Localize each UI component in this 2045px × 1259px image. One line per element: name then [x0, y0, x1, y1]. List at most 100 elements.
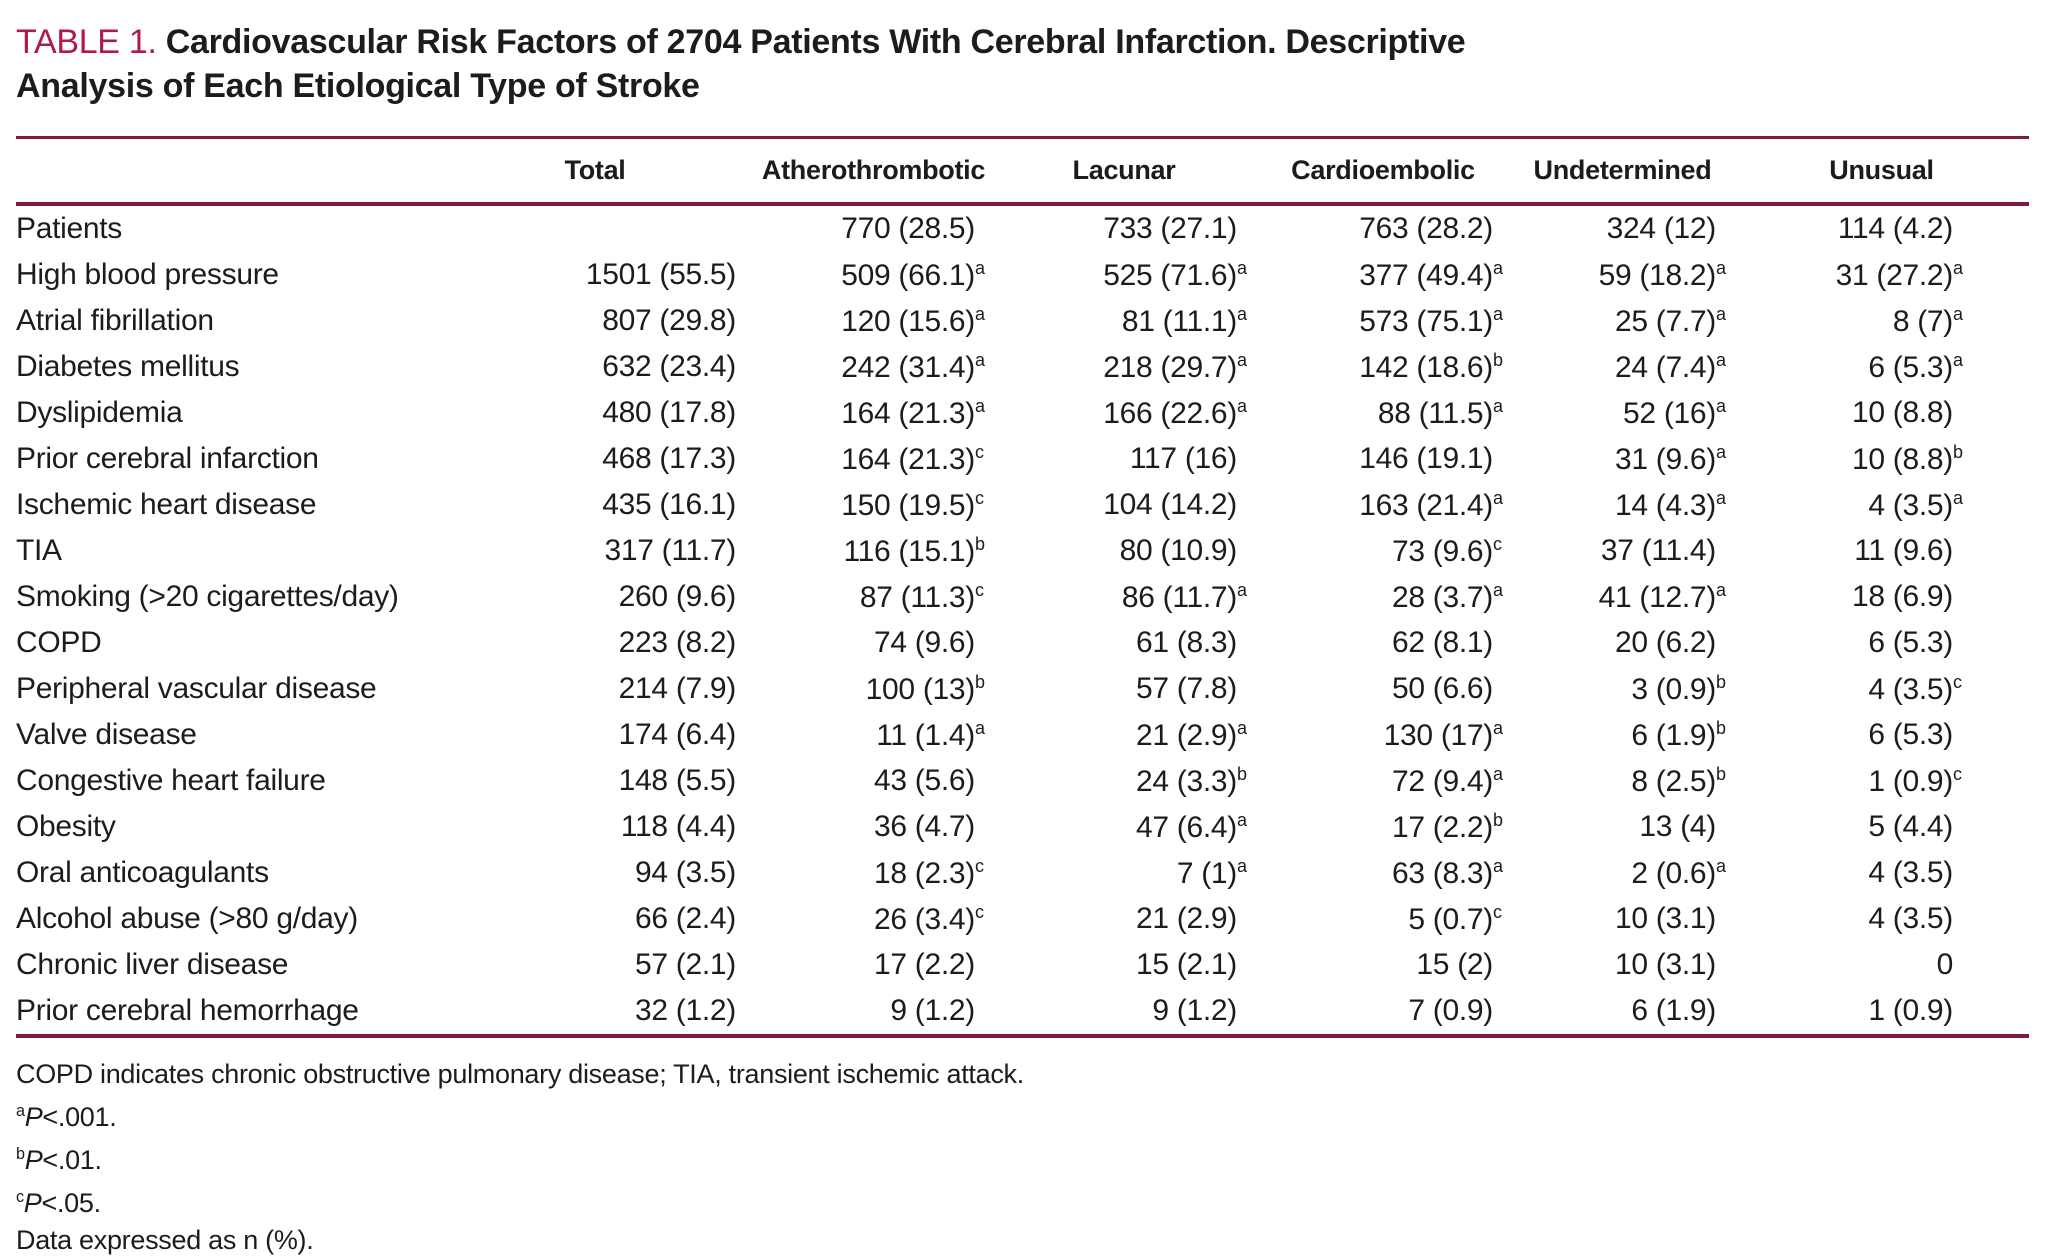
header-atherothrombotic: Atherothrombotic	[754, 137, 993, 206]
data-cell: 116 (15.1)b	[754, 528, 993, 574]
cell-value: 1501 (55.5)	[585, 258, 736, 291]
cell-value: 4 (3.5)	[1868, 902, 1953, 935]
cell-value: 632 (23.4)	[602, 350, 736, 383]
cell-value: 117 (16)	[1129, 442, 1237, 475]
cell-significance-superscript: b	[1493, 809, 1504, 830]
cell-value: 146 (19.1)	[1359, 442, 1493, 475]
cell-value: 52 (16)	[1623, 396, 1716, 430]
cell-significance-superscript: b	[1716, 671, 1727, 692]
data-cell: 50 (6.6)	[1255, 666, 1511, 712]
cell-significance-superscript: a	[1716, 349, 1727, 370]
cell-significance-superscript: a	[1493, 579, 1504, 600]
cell-value: 6 (1.9)	[1631, 718, 1716, 752]
row-label: Diabetes mellitus	[16, 350, 240, 383]
data-cell: 81 (11.1)a	[993, 298, 1255, 344]
table-number-label: TABLE 1.	[16, 23, 157, 61]
table-header: Total Atherothrombotic Lacunar Cardioemb…	[16, 137, 2029, 206]
cell-significance-superscript: a	[1716, 441, 1727, 462]
cell-significance-superscript: b	[1716, 763, 1727, 784]
footnote-abbreviations: COPD indicates chronic obstructive pulmo…	[16, 1059, 1024, 1089]
cell-value: 24 (7.4)	[1615, 350, 1716, 384]
cell-value: 31 (27.2)	[1835, 258, 1954, 292]
cell-value: 166 (22.6)	[1103, 396, 1237, 430]
footnote-p-001: aP<.001.	[16, 1093, 2029, 1136]
table-row: Oral anticoagulants 94 (3.5) 18 (2.3)c 7 (1…	[16, 850, 2029, 896]
data-cell: 4 (3.5)	[1734, 896, 2029, 942]
table-row: Obesity 118 (4.4) 36 (4.7) 47 (6.4)a 17 (2.2…	[16, 804, 2029, 850]
cell-value: 5 (4.4)	[1868, 810, 1953, 843]
data-cell: 148 (5.5)	[436, 758, 754, 804]
data-cell	[436, 204, 754, 252]
data-cell: 146 (19.1)	[1255, 436, 1511, 482]
cell-value: 118 (4.4)	[620, 810, 736, 843]
data-cell: 80 (10.9)	[993, 528, 1255, 574]
data-cell: 377 (49.4)a	[1255, 252, 1511, 298]
data-cell: 480 (17.8)	[436, 390, 754, 436]
cell-value: 17 (2.2)	[874, 948, 975, 981]
cell-significance-superscript: b	[975, 533, 986, 554]
data-cell: 166 (22.6)a	[993, 390, 1255, 436]
header-lacunar: Lacunar	[993, 137, 1255, 206]
row-label: High blood pressure	[16, 258, 279, 291]
cell-value: 214 (7.9)	[618, 672, 737, 705]
cell-value: 25 (7.7)	[1615, 304, 1716, 338]
footnote-p-symbol: P	[24, 1102, 43, 1132]
cell-value: 260 (9.6)	[618, 580, 737, 613]
cell-value: 43 (5.6)	[874, 764, 975, 797]
cell-value: 8 (7)	[1892, 304, 1953, 338]
table-row: Dyslipidemia 480 (17.8) 164 (21.3)a 166 (22…	[16, 390, 2029, 436]
data-cell: 52 (16)a	[1511, 390, 1734, 436]
data-cell: 242 (31.4)a	[754, 344, 993, 390]
row-label: Alcohol abuse (>80 g/day)	[16, 902, 358, 935]
data-cell: 28 (3.7)a	[1255, 574, 1511, 620]
cell-value: 36 (4.7)	[874, 810, 975, 843]
cell-value: 509 (66.1)	[841, 258, 975, 292]
data-cell: 10 (8.8)b	[1734, 436, 2029, 482]
cell-value: 81 (11.1)	[1121, 304, 1237, 338]
cell-significance-superscript: a	[975, 303, 986, 324]
cell-value: 72 (9.4)	[1392, 764, 1493, 798]
cell-value: 80 (10.9)	[1119, 534, 1238, 567]
cell-value: 17 (2.2)	[1392, 810, 1493, 844]
cell-value: 142 (18.6)	[1359, 350, 1493, 384]
cell-value: 104 (14.2)	[1103, 488, 1237, 521]
data-cell: 26 (3.4)c	[754, 896, 993, 942]
data-cell: 8 (7)a	[1734, 298, 2029, 344]
cell-significance-superscript: a	[975, 717, 986, 738]
cell-significance-superscript: a	[1716, 855, 1727, 876]
cell-value: 114 (4.2)	[1837, 212, 1953, 245]
data-cell: 36 (4.7)	[754, 804, 993, 850]
cell-significance-superscript: a	[1237, 395, 1248, 416]
data-cell: 11 (1.4)a	[754, 712, 993, 758]
table-title-text: Cardiovascular Risk Factors of 2704 Pati…	[16, 23, 1466, 105]
cell-value: 2 (0.6)	[1631, 856, 1716, 890]
cell-significance-superscript: c	[1953, 671, 1962, 692]
row-label: Peripheral vascular disease	[16, 672, 377, 705]
row-label: Obesity	[16, 810, 116, 843]
cell-value: 3 (0.9)	[1631, 672, 1716, 706]
data-cell: 15 (2)	[1255, 942, 1511, 988]
row-label: Ischemic heart disease	[16, 488, 317, 521]
table-title: TABLE 1. Cardiovascular Risk Factors of …	[16, 20, 1546, 108]
cell-value: 47 (6.4)	[1136, 810, 1237, 844]
table-row: Prior cerebral infarction 468 (17.3) 164 (…	[16, 436, 2029, 482]
cell-significance-superscript: a	[1953, 487, 1964, 508]
data-cell: 94 (3.5)	[436, 850, 754, 896]
footnotes: COPD indicates chronic obstructive pulmo…	[16, 1056, 2029, 1259]
cell-value: 770 (28.5)	[841, 212, 975, 245]
cell-value: 62 (8.1)	[1392, 626, 1493, 659]
footnote-p-value: <.05.	[41, 1188, 102, 1218]
cell-value: 480 (17.8)	[602, 396, 736, 429]
data-cell: 142 (18.6)b	[1255, 344, 1511, 390]
data-cell: 733 (27.1)	[993, 204, 1255, 252]
cell-value: 807 (29.8)	[602, 304, 736, 337]
data-cell: 11 (9.6)	[1734, 528, 2029, 574]
cell-value: 57 (7.8)	[1136, 672, 1237, 705]
cell-value: 26 (3.4)	[874, 902, 975, 936]
row-label: Dyslipidemia	[16, 396, 183, 429]
data-cell: 18 (6.9)	[1734, 574, 2029, 620]
data-cell: 5 (0.7)c	[1255, 896, 1511, 942]
cell-value: 74 (9.6)	[874, 626, 975, 659]
cell-significance-superscript: a	[1953, 257, 1964, 278]
data-cell: 435 (16.1)	[436, 482, 754, 528]
